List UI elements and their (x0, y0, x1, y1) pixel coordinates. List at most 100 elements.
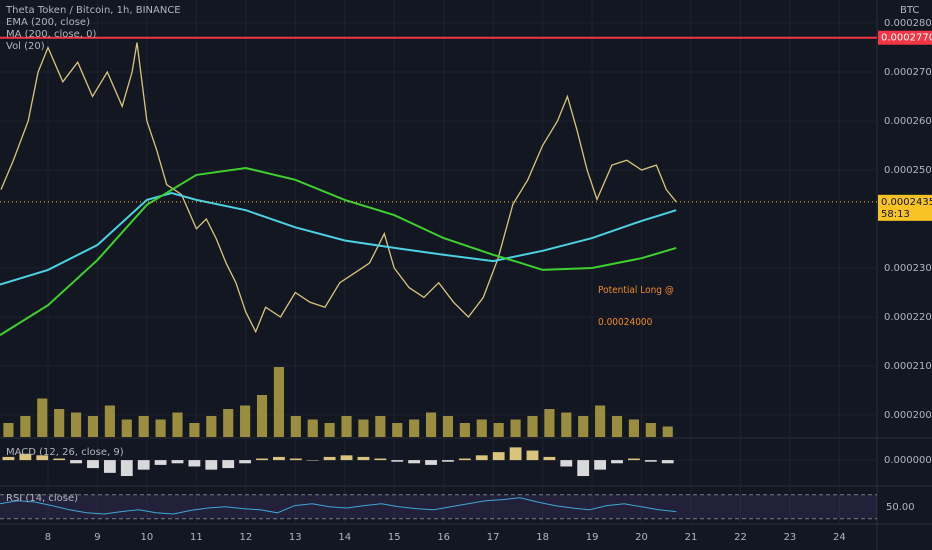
x-tick-label: 15 (388, 532, 401, 543)
volume-bar (442, 416, 454, 437)
x-tick-label: 12 (239, 532, 252, 543)
macd-bar (273, 456, 285, 461)
macd-bar (323, 456, 336, 461)
macd-bar (577, 460, 590, 477)
macd-bar (154, 460, 167, 465)
macd-bar (526, 450, 539, 461)
volume-bar (595, 405, 606, 437)
x-tick-label: 14 (338, 532, 351, 543)
annotation: 0.00024000 (598, 317, 653, 328)
volume-bar (121, 419, 132, 437)
macd-bar (627, 458, 640, 461)
y-tick-label: 0.00023000 (884, 263, 932, 274)
volume-bar (189, 423, 200, 437)
macd-bar (509, 447, 522, 461)
volume-bar (544, 409, 555, 437)
volume-bar (409, 419, 420, 437)
volume-bar (20, 416, 31, 437)
x-tick-label: 13 (289, 532, 302, 543)
volume-bar (341, 416, 352, 437)
macd-bar (205, 460, 218, 470)
x-tick-label: 19 (586, 532, 599, 543)
macd-bar (458, 458, 471, 461)
volume-bar (290, 416, 301, 437)
volume-bar (392, 423, 403, 437)
price-label-box (878, 30, 932, 45)
price-line (0, 42, 677, 334)
volume-bar (3, 423, 14, 437)
volume-bar (527, 416, 538, 437)
y-tick-label: 0.00022000 (884, 312, 932, 323)
y-tick-label: 0.00000000 (884, 455, 932, 466)
volume-bar (561, 412, 572, 437)
volume-bar (256, 395, 268, 437)
x-tick-label: 18 (536, 532, 549, 543)
volume-bar (172, 412, 183, 437)
indicator-line (0, 166, 677, 336)
macd-bar (2, 456, 15, 461)
macd-bar (171, 460, 184, 464)
macd-bar (188, 460, 201, 467)
y-tick-label: 0.00028000 (884, 18, 932, 29)
volume-bar (54, 409, 65, 437)
y-tick-label: 0.00027000 (884, 67, 932, 78)
macd-bar (374, 458, 387, 461)
macd-bar (560, 460, 573, 467)
volume-bar (206, 416, 217, 437)
x-tick-label: 23 (784, 532, 797, 543)
volume-bar (425, 412, 437, 437)
volume-bar (459, 423, 470, 437)
y-tick-label: 0.00025000 (884, 165, 932, 176)
macd-bar (543, 456, 556, 461)
macd-bar (611, 460, 623, 464)
price-label-box (878, 194, 932, 221)
macd-bar (87, 460, 99, 469)
macd-bar (594, 460, 607, 470)
macd-bar (256, 458, 268, 461)
y-tick-label: 0.00026000 (884, 116, 932, 127)
x-tick-label: 22 (734, 532, 747, 543)
volume-bar (155, 419, 166, 437)
volume-bar (358, 419, 369, 437)
macd-bar (137, 460, 150, 470)
x-tick-label: 10 (141, 532, 154, 543)
volume-bar (476, 419, 487, 437)
volume-bar (578, 416, 589, 437)
macd-bar (36, 455, 49, 461)
macd-bar (391, 460, 404, 462)
macd-bar (661, 460, 674, 464)
macd-bar (222, 460, 235, 469)
volume-bar (628, 419, 639, 437)
volume-bar (273, 367, 284, 437)
macd-bar (70, 460, 82, 464)
macd-bar (340, 455, 353, 461)
macd-bar (644, 460, 657, 462)
countdown: 58:13 (881, 209, 910, 220)
macd-bar (492, 452, 505, 461)
macd-bar (103, 460, 116, 473)
volume-bar (223, 409, 234, 437)
legend-entry: MA (200, close, 0) (6, 29, 96, 40)
volume-bar (37, 398, 48, 437)
legend-entry: Vol (20) (6, 41, 45, 52)
macd-bar (289, 458, 302, 461)
volume-bar (611, 416, 623, 437)
volume-bar (240, 405, 251, 437)
volume-bar (645, 423, 656, 437)
indicator-line (0, 191, 677, 286)
macd-bar (239, 460, 252, 464)
macd-bar (53, 458, 66, 461)
volume-bar (104, 405, 115, 437)
volume-bar (70, 412, 82, 437)
macd-bar (425, 460, 437, 465)
macd-bar (306, 460, 319, 461)
volume-bar (324, 423, 335, 437)
volume-bar (307, 419, 318, 437)
volume-bar (375, 416, 386, 437)
macd-bar (442, 460, 454, 462)
price-label: 0.00024350 (881, 197, 932, 208)
volume-bar (493, 423, 504, 437)
y-tick-label: 0.00021000 (884, 361, 932, 372)
